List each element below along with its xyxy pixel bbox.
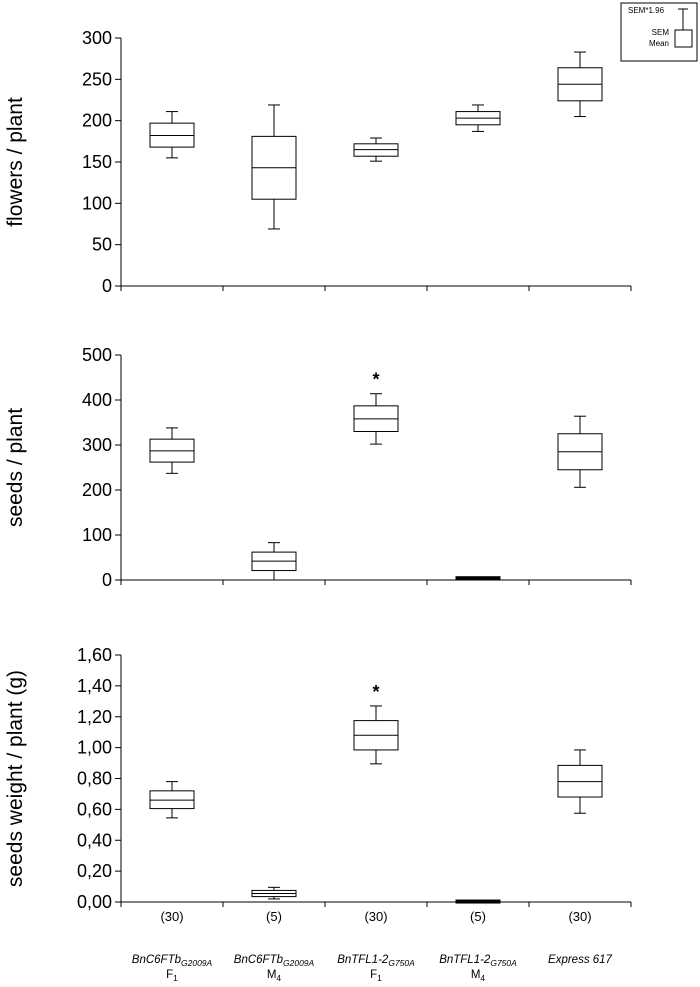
legend-box — [674, 29, 693, 48]
y-tick-label: 0 — [102, 276, 112, 296]
y-tick-label: 0 — [102, 570, 112, 590]
box-3: * — [353, 682, 399, 765]
box-3 — [353, 137, 399, 162]
legend-mean-label: Mean — [649, 39, 669, 48]
y-tick-label: 500 — [82, 345, 112, 365]
group-name-label: BnC6FTbG2009A — [234, 954, 315, 968]
group-name-label: BnTFL1-2G750A — [439, 954, 517, 968]
group-generation-label: F1 — [166, 969, 178, 982]
group-n-label: (30) — [364, 909, 387, 924]
group-generation-label: M4 — [471, 969, 486, 982]
y-tick-label: 1,40 — [77, 676, 112, 696]
y-tick-label: 1,20 — [77, 707, 112, 727]
group-name-label: BnC6FTbG2009A — [132, 954, 213, 968]
chart-panel-1: 0 50 100 150 200 250 300 flowers / plant — [4, 28, 632, 296]
y-axis-label: flowers / plant — [4, 97, 27, 227]
box-2 — [251, 542, 297, 581]
box-1 — [149, 781, 195, 819]
legend-sem-label: SEM — [652, 28, 670, 37]
box-5 — [557, 749, 603, 814]
chart-panel-3: 0,00 0,20 0,40 0,60 0,80 1,00 1,20 1,40 1,60 seed… — [4, 645, 632, 912]
significance-marker: * — [372, 370, 379, 390]
y-tick-label: 400 — [82, 390, 112, 410]
y-tick-label: 1,00 — [77, 738, 112, 758]
box-1 — [149, 427, 195, 474]
y-axis-label: seeds weight / plant (g) — [4, 670, 27, 887]
group-n-label: (30) — [160, 909, 183, 924]
group-name-label: Express 617 — [548, 954, 613, 966]
box-2 — [251, 104, 297, 230]
y-tick-label: 100 — [82, 193, 112, 213]
box-1 — [149, 111, 195, 159]
legend: SEM*1.96 SEM Mean — [620, 2, 698, 62]
group-n-label: (5) — [470, 909, 486, 924]
y-tick-label: 0,20 — [77, 861, 112, 881]
y-tick-label: 300 — [82, 28, 112, 48]
chart-panel-2: 0 100 200 300 400 500 seeds / plant * — [4, 345, 632, 590]
box-4 — [455, 576, 501, 581]
x-group-label-5: (30) Express 617 — [548, 909, 613, 966]
box-3: * — [353, 370, 399, 445]
y-tick-label: 1,60 — [77, 645, 112, 665]
box-4 — [455, 104, 501, 132]
box-5 — [557, 51, 603, 118]
y-tick-label: 100 — [82, 525, 112, 545]
y-tick-label: 200 — [82, 111, 112, 131]
legend-sem196-label: SEM*1.96 — [628, 6, 665, 15]
y-tick-label: 0,80 — [77, 769, 112, 789]
y-axis-label: seeds / plant — [4, 408, 27, 527]
y-tick-label: 200 — [82, 480, 112, 500]
group-n-label: (30) — [568, 909, 591, 924]
box-2 — [251, 886, 297, 900]
y-tick-label: 0,40 — [77, 830, 112, 850]
y-tick-label: 0,60 — [77, 799, 112, 819]
y-tick-label: 150 — [82, 152, 112, 172]
group-generation-label: M4 — [267, 969, 282, 982]
significance-marker: * — [372, 682, 379, 702]
y-tick-label: 0,00 — [77, 892, 112, 912]
box-5 — [557, 415, 603, 488]
group-n-label: (5) — [266, 909, 282, 924]
box-4 — [455, 899, 501, 904]
y-tick-label: 250 — [82, 69, 112, 89]
y-tick-label: 50 — [92, 235, 112, 255]
group-name-label: BnTFL1-2G750A — [337, 954, 415, 968]
group-generation-label: F1 — [370, 969, 382, 982]
y-tick-label: 300 — [82, 435, 112, 455]
